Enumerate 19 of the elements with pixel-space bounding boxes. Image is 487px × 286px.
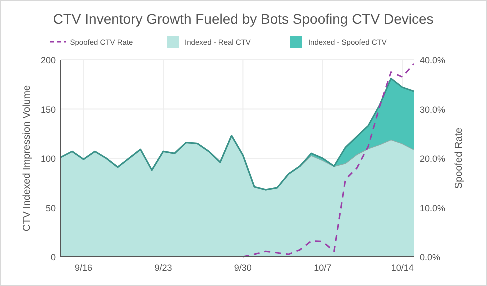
x-tick-label: 9/23 — [154, 263, 172, 273]
line-series — [242, 63, 415, 258]
y2-tick-label: 10.0% — [420, 203, 446, 214]
y2-tick-label: 20.0% — [420, 154, 446, 164]
y-tick-label: 0 — [50, 252, 56, 262]
x-tick-label: 9/30 — [234, 263, 252, 273]
y2-axis-title: Spoofed Rate — [454, 127, 465, 190]
y2-tick-label: 0.0% — [420, 252, 441, 262]
y-tick-label: 200 — [40, 56, 56, 66]
y2-tick-label: 40.0% — [420, 56, 446, 66]
x-tick-label: 10/14 — [391, 263, 414, 273]
chart-title: CTV Inventory Growth Fueled by Bots Spoofing CTV Devices — [53, 11, 434, 27]
y2-tick-label: 30.0% — [420, 104, 446, 115]
x-tick-label: 10/7 — [314, 263, 332, 273]
y-axis-title: CTV Indexed Impression Volume — [22, 84, 33, 232]
x-tick-label: 9/16 — [75, 263, 93, 273]
y-tick-label: 50 — [46, 203, 56, 214]
y-tick-label: 150 — [40, 104, 56, 115]
y-tick-label: 100 — [40, 154, 56, 164]
